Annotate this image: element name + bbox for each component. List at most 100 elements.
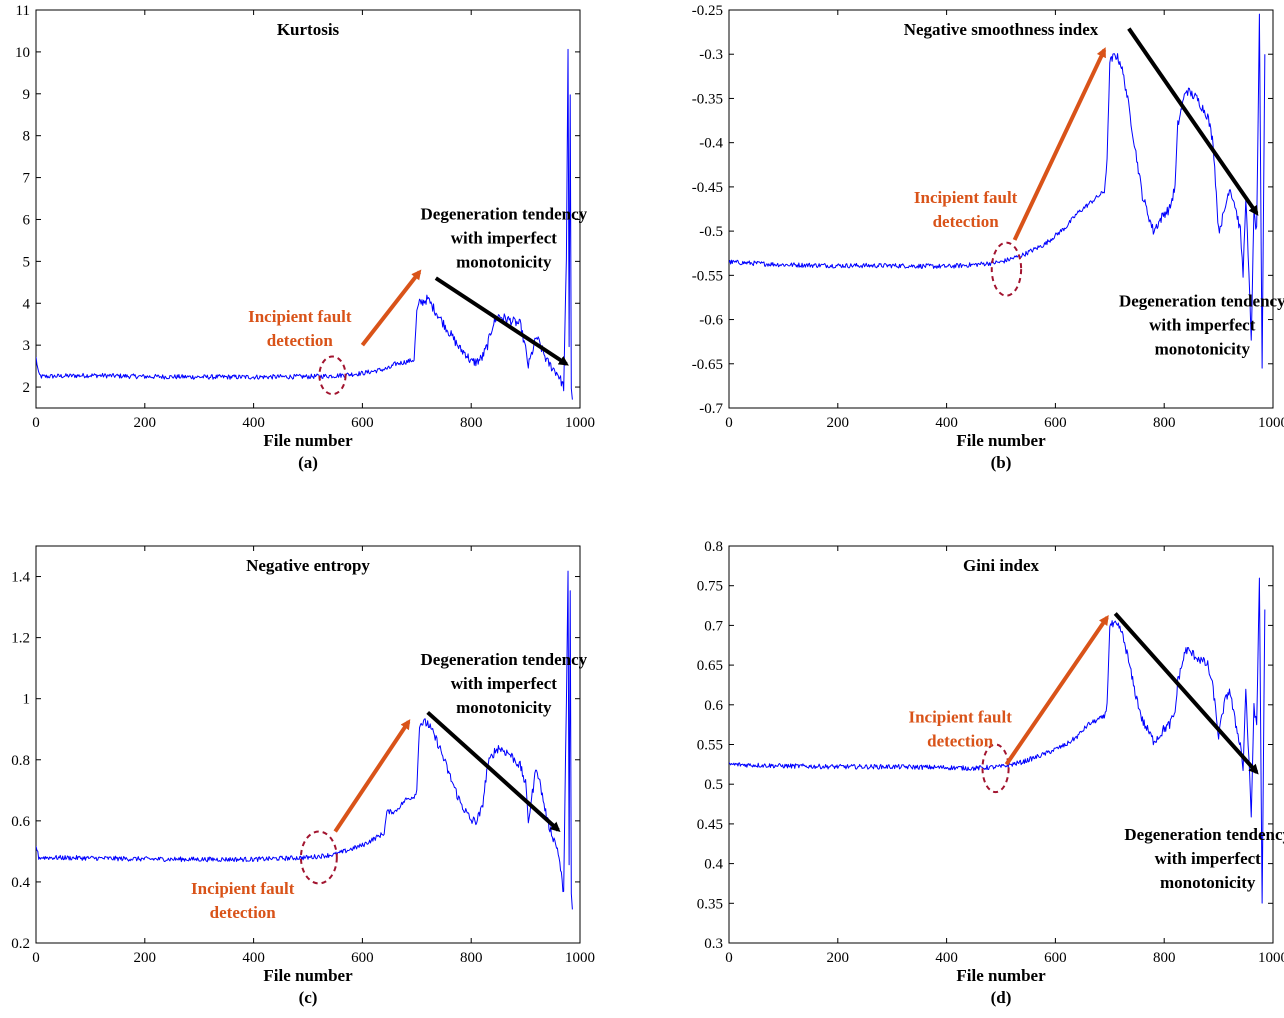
- degeneration-annotation: monotonicity: [456, 252, 552, 271]
- y-tick-label: 1.2: [11, 631, 30, 647]
- x-tick-label: 0: [32, 415, 40, 431]
- x-tick-label: 600: [1044, 950, 1067, 966]
- fault-circle: [990, 241, 1023, 297]
- degeneration-arrow: [1113, 612, 1259, 775]
- y-tick-label: -0.25: [692, 3, 723, 19]
- y-tick-label: 3: [23, 338, 31, 354]
- y-tick-label: 2: [23, 380, 31, 396]
- fault-arrow: [333, 719, 411, 833]
- fault-annotation: Incipient fault: [248, 307, 352, 326]
- x-tick-label: 1000: [1258, 950, 1284, 966]
- y-tick-label: 0.3: [704, 936, 723, 952]
- y-tick-label: -0.5: [699, 224, 723, 240]
- x-axis-label: File number: [956, 966, 1046, 985]
- degeneration-annotation: with imperfect: [1149, 315, 1256, 334]
- degeneration-annotation: Degeneration tendency: [421, 650, 588, 669]
- axes-frame: [728, 9, 1274, 409]
- degeneration-annotation: Degeneration tendency: [421, 204, 588, 223]
- fault-annotation: detection: [933, 212, 1000, 231]
- degeneration-arrow: [426, 710, 561, 833]
- fault-annotation: Incipient fault: [908, 707, 1012, 726]
- fault-annotation: Incipient fault: [191, 879, 295, 898]
- x-tick-label: 400: [242, 415, 265, 431]
- x-tick-label: 200: [134, 950, 157, 966]
- panel-label: (a): [298, 453, 318, 472]
- degeneration-annotation: monotonicity: [456, 698, 552, 717]
- x-tick-label: 800: [1153, 415, 1176, 431]
- degeneration-annotation: with imperfect: [451, 228, 558, 247]
- x-tick-label: 400: [935, 415, 958, 431]
- chart-title: Gini index: [963, 556, 1040, 575]
- panel-d: 0 200 400 600 800 1000 0.3 0.35 0.4 0.45 0.5 0.55 0.…: [697, 539, 1284, 1007]
- y-tick-label: -0.6: [699, 313, 723, 329]
- x-tick-label: 0: [725, 415, 733, 431]
- x-tick-label: 400: [935, 950, 958, 966]
- x-tick-label: 800: [460, 950, 483, 966]
- x-axis-label: File number: [263, 431, 353, 450]
- axes-frame: [35, 545, 581, 944]
- fault-annotation: detection: [210, 903, 277, 922]
- x-tick-label: 600: [351, 950, 374, 966]
- fault-annotation: detection: [267, 331, 334, 350]
- y-tick-label: 0.8: [11, 753, 30, 769]
- y-tick-label: 0.7: [704, 618, 723, 634]
- x-tick-label: 0: [32, 950, 40, 966]
- x-tick-label: 800: [460, 415, 483, 431]
- y-tick-label: -0.4: [699, 136, 723, 152]
- panel-label: (c): [299, 988, 318, 1007]
- x-tick-label: 400: [242, 950, 265, 966]
- y-tick-label: 1: [23, 692, 31, 708]
- fault-annotation: Incipient fault: [914, 188, 1018, 207]
- chart-title: Kurtosis: [277, 20, 340, 39]
- degeneration-annotation: monotonicity: [1160, 873, 1256, 892]
- x-tick-label: 1000: [565, 950, 595, 966]
- fault-arrow: [1012, 47, 1107, 241]
- y-tick-label: 0.6: [11, 814, 30, 830]
- y-tick-label: 0.75: [697, 579, 723, 595]
- y-tick-label: 0.55: [697, 738, 723, 754]
- x-tick-label: 600: [351, 415, 374, 431]
- chart-title: Negative entropy: [246, 556, 370, 575]
- x-tick-label: 600: [1044, 415, 1067, 431]
- panel-label: (b): [991, 453, 1012, 472]
- x-tick-label: 0: [725, 950, 733, 966]
- y-tick-label: 0.4: [704, 857, 723, 873]
- y-tick-label: 6: [23, 212, 31, 228]
- series-line: [36, 48, 573, 400]
- fault-arrow: [360, 269, 422, 347]
- y-tick-label: 5: [23, 254, 31, 270]
- y-tick-label: -0.55: [692, 268, 723, 284]
- degeneration-annotation: with imperfect: [451, 674, 558, 693]
- fault-circle: [299, 830, 338, 885]
- degeneration-annotation: monotonicity: [1155, 339, 1251, 358]
- y-tick-label: 0.5: [704, 777, 723, 793]
- panel-c: 0 200 400 600 800 1000 0.2 0.4 0.6 0.8 1 1.2 1.4 File…: [11, 545, 595, 1007]
- fault-arrow: [1004, 614, 1109, 766]
- series-line: [36, 570, 573, 910]
- y-tick-label: 4: [23, 296, 31, 312]
- x-tick-label: 800: [1153, 950, 1176, 966]
- y-tick-label: 7: [23, 171, 31, 187]
- fault-circle: [981, 743, 1010, 794]
- y-tick-label: 0.4: [11, 875, 30, 891]
- x-axis-label: File number: [956, 431, 1046, 450]
- series-line: [729, 577, 1266, 904]
- degeneration-arrow: [1127, 27, 1259, 216]
- x-tick-label: 200: [827, 415, 850, 431]
- x-tick-label: 200: [134, 415, 157, 431]
- y-tick-label: 9: [23, 87, 31, 103]
- chart-title: Negative smoothness index: [904, 20, 1099, 39]
- fault-annotation: detection: [927, 731, 994, 750]
- degeneration-annotation: Degeneration tendency: [1124, 825, 1284, 844]
- x-tick-label: 1000: [565, 415, 595, 431]
- degeneration-annotation: Degeneration tendency: [1119, 291, 1284, 310]
- x-tick-label: 200: [827, 950, 850, 966]
- y-tick-label: 1.4: [11, 570, 30, 586]
- series-line: [729, 13, 1266, 369]
- y-tick-label: -0.65: [692, 357, 723, 373]
- y-tick-label: 0.45: [697, 817, 723, 833]
- fault-circle: [318, 355, 347, 396]
- panel-b: 0 200 400 600 800 1000 -0.7 -0.65 -0.6 -0.55 -0.5 -…: [692, 3, 1284, 472]
- x-tick-label: 1000: [1258, 415, 1284, 431]
